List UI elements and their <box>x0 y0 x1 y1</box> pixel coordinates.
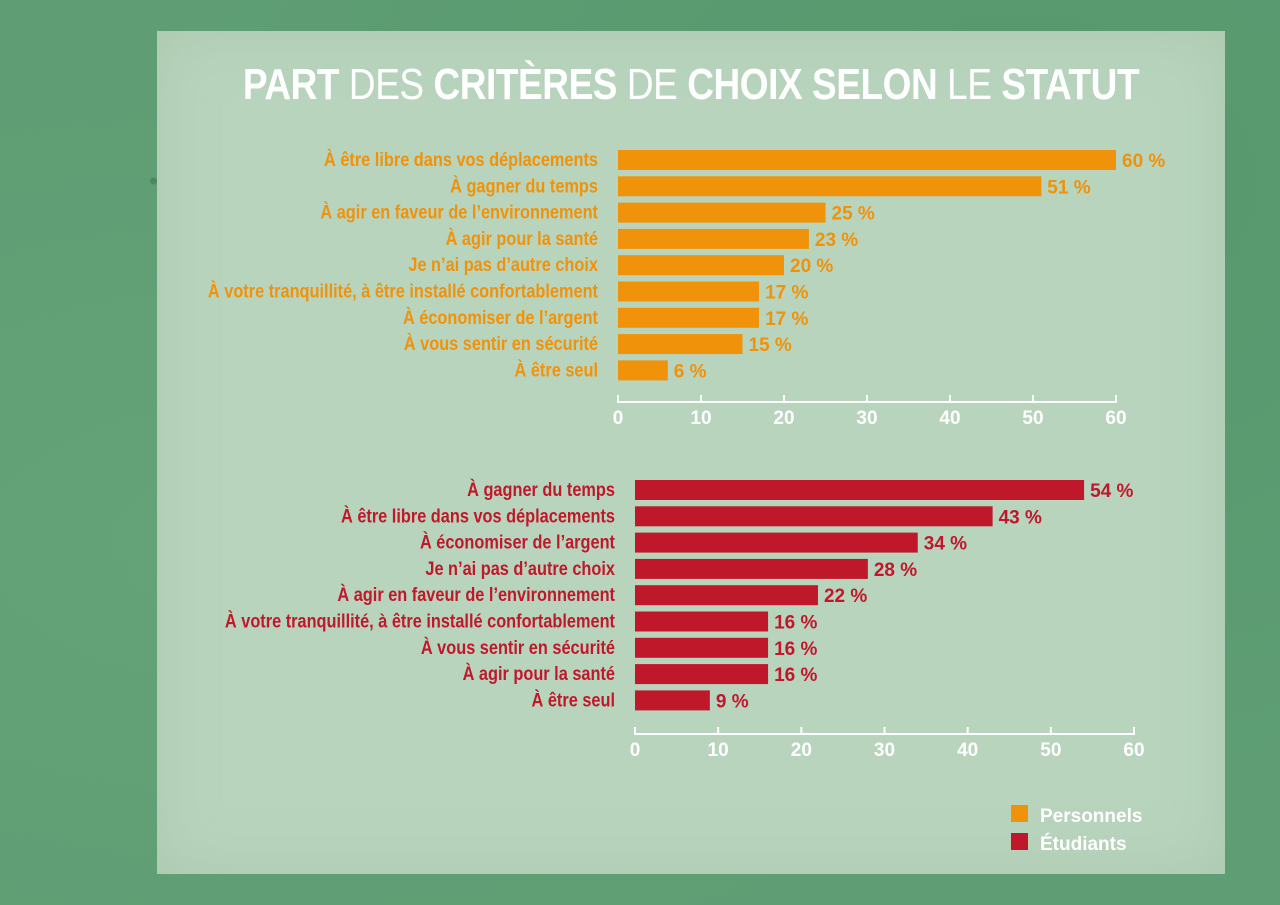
value-label: 9 % <box>716 691 749 712</box>
x-tick-label: 60 <box>1105 408 1126 429</box>
bar <box>618 228 809 249</box>
bar <box>618 334 743 355</box>
category-label: À gagner du temps <box>467 478 615 501</box>
value-label: 15 % <box>749 335 792 356</box>
bar <box>618 307 760 328</box>
category-label: À vous sentir en sécurité <box>404 332 598 355</box>
title-part: CHOIX SELON <box>687 60 938 109</box>
value-label: 43 % <box>999 507 1042 528</box>
x-tick-label: 50 <box>1022 408 1043 429</box>
bar <box>635 611 769 632</box>
bar <box>635 532 918 553</box>
value-label: 25 % <box>832 204 875 225</box>
x-tick-label: 20 <box>791 740 812 761</box>
value-label: 16 % <box>774 665 817 686</box>
legend-swatch <box>1011 805 1028 822</box>
legend-swatch <box>1011 833 1028 850</box>
title-part: PART <box>242 60 340 109</box>
category-label: Je n’ai pas d’autre choix <box>408 254 598 275</box>
bar <box>618 360 668 381</box>
category-label: À agir pour la santé <box>446 227 599 250</box>
legend-label: Personnels <box>1040 806 1142 827</box>
title-part: CRITÈRES <box>433 60 618 109</box>
chart-title: PART DES CRITÈRES DE CHOIX SELON LE STAT… <box>242 60 1140 110</box>
value-label: 23 % <box>815 230 858 251</box>
title-part: DES <box>339 60 434 109</box>
bar <box>618 255 784 276</box>
x-tick-label: 0 <box>613 408 624 429</box>
bar <box>635 558 868 579</box>
bar <box>618 202 826 223</box>
x-tick-label: 20 <box>773 408 794 429</box>
x-tick-label: 30 <box>874 740 895 761</box>
category-label: Je n’ai pas d’autre choix <box>425 558 615 579</box>
value-label: 6 % <box>674 361 707 382</box>
bar <box>635 637 769 658</box>
x-tick-label: 0 <box>630 740 641 761</box>
bar <box>635 506 993 527</box>
value-label: 16 % <box>774 639 817 660</box>
category-label: À être libre dans vos déplacements <box>324 148 598 171</box>
category-label: À votre tranquillité, à être installé co… <box>208 279 598 302</box>
category-label: À gagner du temps <box>450 174 598 197</box>
value-label: 28 % <box>874 560 917 581</box>
x-tick-label: 10 <box>690 408 711 429</box>
legend-label: Étudiants <box>1040 833 1127 855</box>
value-label: 16 % <box>774 613 817 634</box>
title-part: DE <box>617 60 688 109</box>
bar <box>618 150 1116 170</box>
title-part: STATUT <box>1001 60 1140 109</box>
value-label: 54 % <box>1090 481 1133 502</box>
category-label: À agir en faveur de l’environnement <box>320 200 598 223</box>
category-label: À économiser de l’argent <box>420 530 615 553</box>
category-label: À être seul <box>532 688 615 711</box>
value-label: 20 % <box>790 256 833 277</box>
value-label: 22 % <box>824 586 867 607</box>
value-label: 51 % <box>1047 177 1090 198</box>
category-label: À être libre dans vos déplacements <box>341 504 615 527</box>
x-tick-label: 60 <box>1123 740 1144 761</box>
value-label: 17 % <box>765 309 808 330</box>
x-tick-label: 40 <box>939 408 960 429</box>
category-label: À agir pour la santé <box>463 662 616 685</box>
x-tick-label: 50 <box>1040 740 1061 761</box>
bar <box>635 585 818 606</box>
value-label: 17 % <box>765 283 808 304</box>
bar <box>618 176 1042 197</box>
x-tick-label: 40 <box>957 740 978 761</box>
x-tick-label: 30 <box>856 408 877 429</box>
x-tick-label: 10 <box>708 740 729 761</box>
category-label: À être seul <box>515 358 598 381</box>
title-part: LE <box>937 60 1002 109</box>
category-label: À économiser de l’argent <box>403 306 598 329</box>
bar <box>635 690 710 711</box>
bar <box>635 664 769 685</box>
value-label: 60 % <box>1122 151 1165 172</box>
bar <box>618 281 760 302</box>
category-label: À votre tranquillité, à être installé co… <box>225 609 615 632</box>
bar <box>635 480 1085 500</box>
category-label: À agir en faveur de l’environnement <box>337 583 615 606</box>
category-label: À vous sentir en sécurité <box>421 636 615 659</box>
value-label: 34 % <box>924 534 967 555</box>
